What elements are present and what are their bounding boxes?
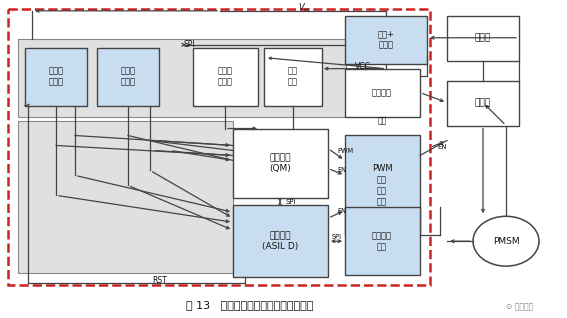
Text: EN: EN <box>437 144 447 150</box>
Text: $V_{cc}$: $V_{cc}$ <box>298 2 312 14</box>
Text: 电源
电路: 电源 电路 <box>288 66 298 87</box>
Bar <box>264 48 322 106</box>
Text: SPI: SPI <box>183 40 194 49</box>
Bar <box>447 81 519 126</box>
Text: EN: EN <box>337 208 346 214</box>
Text: VCC: VCC <box>355 62 371 71</box>
Text: 温度采
样电路: 温度采 样电路 <box>218 66 232 87</box>
Text: RST: RST <box>153 276 167 285</box>
Bar <box>345 207 420 275</box>
Text: PWM: PWM <box>337 149 353 155</box>
Bar <box>193 48 258 106</box>
Bar <box>447 16 519 61</box>
Text: 并口: 并口 <box>378 116 387 125</box>
Text: SPI: SPI <box>332 234 342 240</box>
Text: ⊙ 电动学堂: ⊙ 电动学堂 <box>506 302 534 312</box>
Text: SPI: SPI <box>286 199 297 205</box>
Text: 功能芯片
(QM): 功能芯片 (QM) <box>269 153 291 174</box>
Text: 高压采
样电路: 高压采 样电路 <box>121 66 136 87</box>
Bar <box>18 121 233 273</box>
Bar <box>233 205 328 277</box>
Bar <box>18 39 346 116</box>
Bar <box>345 135 420 235</box>
Text: 图 13   双芯片微处理器的系统安全架构: 图 13 双芯片微处理器的系统安全架构 <box>187 300 314 310</box>
Bar <box>233 128 328 198</box>
Text: PWM
脉冲
处理
电路: PWM 脉冲 处理 电路 <box>372 164 392 206</box>
Text: 驱动板: 驱动板 <box>475 98 491 107</box>
Text: 电流采
样电路: 电流采 样电路 <box>49 66 64 87</box>
Bar <box>97 48 159 106</box>
Bar <box>8 9 430 285</box>
Text: 电源+
时窗狗: 电源+ 时窗狗 <box>378 30 395 50</box>
Ellipse shape <box>473 216 539 266</box>
Text: EN: EN <box>337 167 346 173</box>
Text: 旋变解码
电路: 旋变解码 电路 <box>372 231 392 251</box>
Text: 蓄电池: 蓄电池 <box>475 33 491 42</box>
Bar <box>345 16 427 64</box>
Text: 驱动电源: 驱动电源 <box>372 88 392 97</box>
Bar <box>25 48 87 106</box>
Text: PMSM: PMSM <box>493 237 519 246</box>
Text: 安全芯片
(ASIL D): 安全芯片 (ASIL D) <box>262 231 298 251</box>
Bar <box>345 69 420 116</box>
